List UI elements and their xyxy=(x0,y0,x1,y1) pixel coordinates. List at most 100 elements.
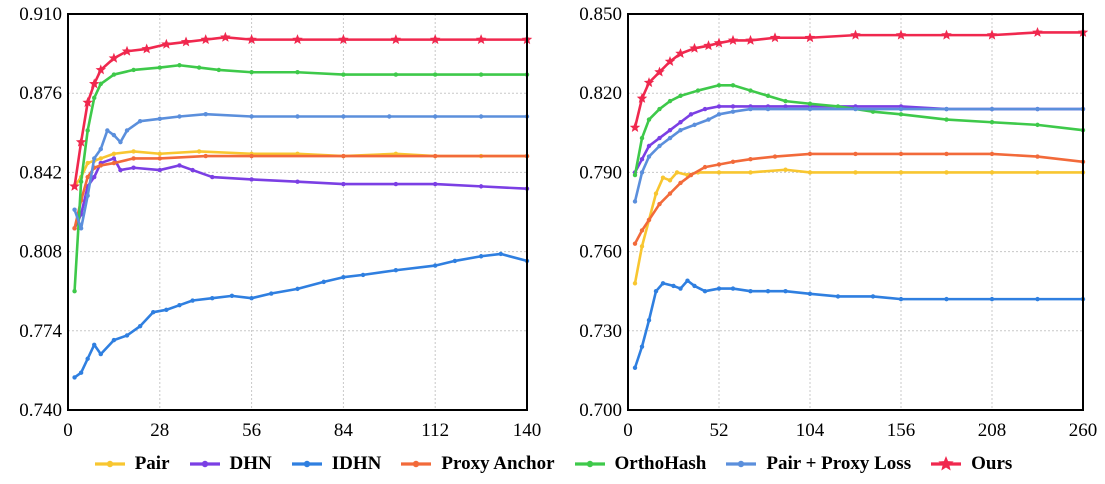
data-point-idhn xyxy=(944,296,949,302)
data-point-idhn xyxy=(478,254,484,259)
data-point-idhn xyxy=(92,342,97,347)
data-point-orthohash xyxy=(730,83,736,88)
data-point-pair xyxy=(853,170,858,175)
data-point-dhn xyxy=(341,181,346,187)
data-point-pair-proxy-loss xyxy=(137,118,143,124)
figure: 0 28 56 84 112 140 0.740 0.774 0.808 0.842 0.876 0.… xyxy=(19,4,1097,441)
data-point-dhn xyxy=(688,112,694,117)
data-point-ours xyxy=(654,66,665,77)
data-point-proxy-anchor xyxy=(632,241,638,246)
data-point-dhn xyxy=(295,179,300,184)
data-point-pair xyxy=(111,151,117,156)
data-point-pair xyxy=(716,170,722,175)
data-point-ours xyxy=(180,36,192,47)
y-tick-label: 0.700 xyxy=(579,400,622,421)
data-point-ours xyxy=(82,97,93,107)
data-point-pair xyxy=(674,170,680,175)
data-point-orthohash xyxy=(111,72,117,77)
data-point-idhn xyxy=(111,337,117,343)
data-point-proxy-anchor xyxy=(989,151,995,157)
x-tick-label: 140 xyxy=(513,420,542,441)
data-point-pair-proxy-loss xyxy=(85,193,90,198)
data-point-idhn xyxy=(360,272,366,278)
data-point-pair xyxy=(748,170,753,175)
data-point-ours xyxy=(95,64,107,75)
series-idhn xyxy=(632,278,1086,370)
data-point-dhn xyxy=(393,181,399,187)
series-ours xyxy=(69,31,533,191)
legend-swatch-idhn xyxy=(291,460,322,468)
data-point-ours xyxy=(141,43,152,54)
data-point-dhn xyxy=(639,157,645,162)
data-point-pair-proxy-loss xyxy=(478,114,484,119)
legend-item-pair-proxy-loss: Pair + Proxy Loss xyxy=(724,453,911,475)
legend-item-proxy-anchor: Proxy Anchor xyxy=(399,453,555,475)
legend-item-ours: Ours xyxy=(929,453,1012,475)
data-point-pair xyxy=(807,170,813,175)
plot-frame xyxy=(67,13,528,411)
data-point-pair-proxy-loss xyxy=(667,135,673,141)
data-point-dhn xyxy=(702,106,708,112)
data-point-ours xyxy=(804,32,816,43)
data-point-pair xyxy=(157,151,162,156)
chart-panel-2: 0 52 104 156 208 260 0.700 0.730 0.760 0.790 0.820… xyxy=(579,4,1097,441)
data-point-orthohash xyxy=(1035,122,1040,128)
data-point-ours xyxy=(727,34,739,45)
series-proxy-anchor xyxy=(632,151,1086,246)
x-tick-label: 0 xyxy=(63,420,73,441)
x-tick-label: 104 xyxy=(796,420,825,441)
series-line-dhn xyxy=(73,157,528,229)
legend-item-dhn: DHN xyxy=(188,453,272,475)
data-point-ours xyxy=(769,32,781,43)
data-point-idhn xyxy=(639,344,645,349)
legend-swatch-pair-proxy-loss xyxy=(726,460,757,468)
data-point-idhn xyxy=(716,286,722,291)
data-point-proxy-anchor xyxy=(72,226,77,231)
x-tick-label: 52 xyxy=(710,420,729,441)
data-point-idhn xyxy=(653,289,659,294)
data-point-pair-proxy-loss xyxy=(111,132,117,138)
data-point-pair-proxy-loss xyxy=(646,154,652,159)
data-point-dhn xyxy=(657,135,662,141)
data-point-ours xyxy=(636,92,648,103)
data-point-ours xyxy=(246,34,257,45)
data-point-ours xyxy=(850,29,861,40)
data-point-orthohash xyxy=(783,98,788,104)
data-point-pair-proxy-loss xyxy=(1035,106,1040,112)
data-point-dhn xyxy=(92,174,97,180)
data-point-dhn xyxy=(190,167,195,173)
data-point-proxy-anchor xyxy=(702,164,708,170)
data-point-dhn xyxy=(730,104,736,109)
data-point-proxy-anchor xyxy=(853,151,858,157)
data-point-pair-proxy-loss xyxy=(716,112,722,117)
data-point-proxy-anchor xyxy=(646,217,652,223)
chart-panel-1: 0 28 56 84 112 140 0.740 0.774 0.808 0.842 0.876 0.… xyxy=(19,4,541,441)
data-point-ours xyxy=(689,42,700,53)
data-point-idhn xyxy=(898,296,904,302)
data-point-orthohash xyxy=(989,120,995,125)
data-point-pair xyxy=(639,244,645,249)
data-point-idhn xyxy=(210,295,215,301)
data-point-ours xyxy=(338,34,349,45)
legend-marker xyxy=(201,460,208,468)
series-dhn xyxy=(632,104,1086,175)
y-tick-label: 0.876 xyxy=(19,83,62,104)
legend-label-proxy-anchor: Proxy Anchor xyxy=(441,453,555,474)
legend-swatch-ours xyxy=(931,456,962,471)
legend-label-pair-proxy-loss: Pair + Proxy Loss xyxy=(766,453,912,474)
legend-swatch-orthohash xyxy=(574,460,605,468)
y-tick-label: 0.740 xyxy=(19,400,62,421)
series-line-ours xyxy=(73,35,527,187)
data-point-pair-proxy-loss xyxy=(249,114,254,119)
series-line-pair xyxy=(633,168,1083,284)
data-point-pair-proxy-loss xyxy=(639,170,645,175)
data-point-proxy-anchor xyxy=(639,228,645,233)
data-point-orthohash xyxy=(196,65,202,70)
x-tick-label: 112 xyxy=(421,420,449,441)
data-point-proxy-anchor xyxy=(730,159,736,165)
data-point-ours xyxy=(161,38,172,49)
series-line-ours xyxy=(633,31,1083,128)
data-point-orthohash xyxy=(835,104,841,109)
data-point-pair-proxy-loss xyxy=(118,139,123,145)
x-tick-label: 56 xyxy=(242,420,261,441)
